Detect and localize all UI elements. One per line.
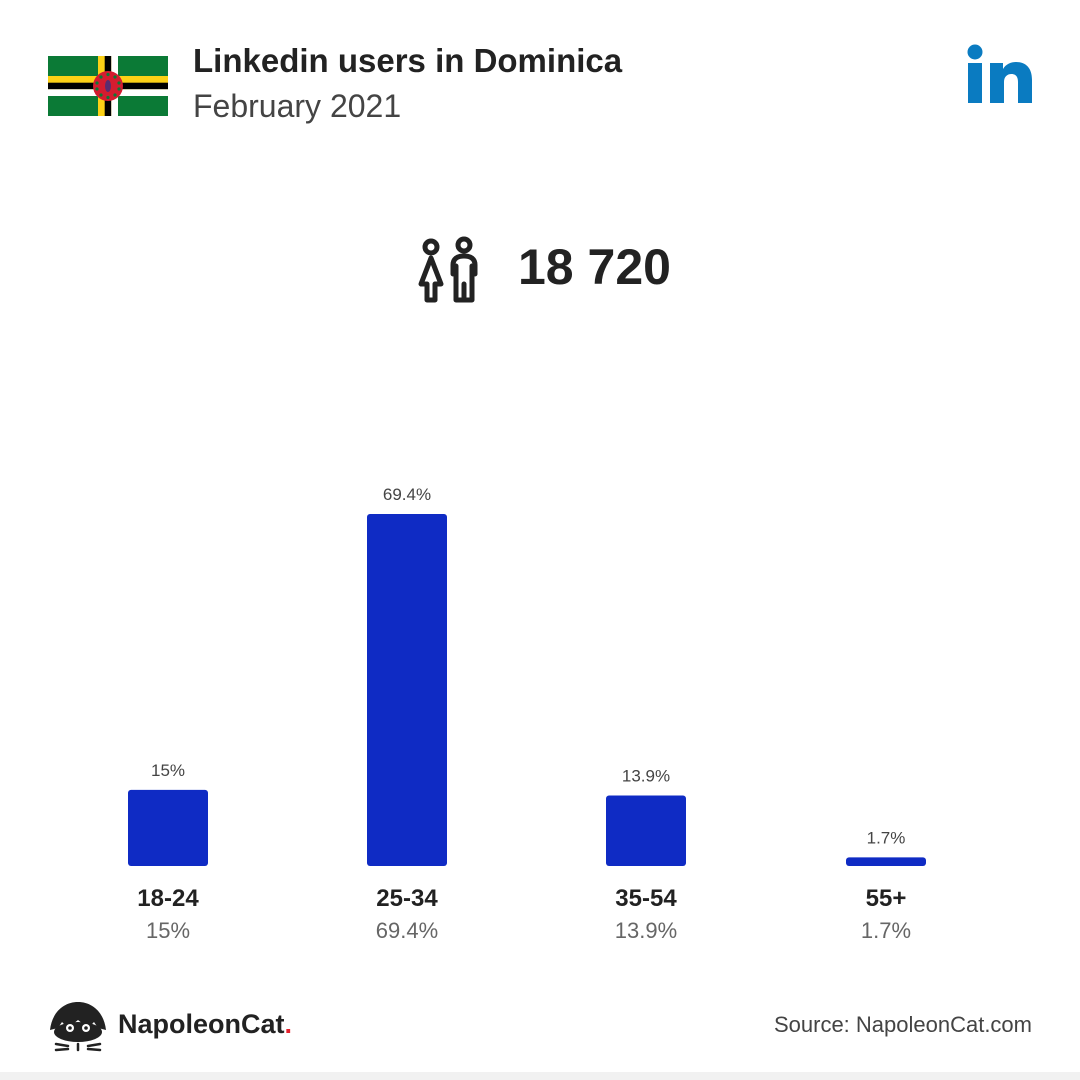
category-label: 18-24	[137, 885, 199, 912]
source-text: Source: NapoleonCat.com	[773, 1012, 1032, 1037]
napoleoncat-logo-icon	[50, 1002, 106, 1052]
dominica-flag-icon	[48, 56, 168, 116]
category-label: 25-34	[376, 885, 438, 912]
bar-value-label: 1.7%	[867, 828, 906, 847]
brand-name: NapoleonCat.	[118, 1009, 292, 1040]
total-users-value: 18 720	[518, 239, 671, 295]
page-subtitle: February 2021	[193, 88, 402, 124]
category-percent-label: 69.4%	[376, 918, 438, 943]
bar-55+	[846, 857, 926, 866]
linkedin-logo-icon	[967, 44, 1032, 103]
users-icon	[418, 236, 478, 303]
category-percent-label: 1.7%	[861, 918, 911, 943]
category-percent-label: 15%	[146, 918, 190, 943]
bar-18-24	[128, 789, 208, 866]
brand-dot: .	[284, 1009, 293, 1039]
page-title: Linkedin users in Dominica	[193, 42, 623, 79]
brand-name-text: NapoleonCat	[118, 1009, 285, 1039]
bar-value-label: 69.4%	[383, 485, 431, 504]
category-label: 55+	[866, 885, 907, 912]
bar-value-label: 15%	[151, 761, 185, 780]
bar-35-54	[606, 795, 686, 866]
category-percent-label: 13.9%	[615, 918, 677, 943]
bar-value-label: 13.9%	[622, 766, 670, 785]
bottom-strip	[0, 1072, 1080, 1080]
category-label: 35-54	[615, 885, 677, 912]
bar-25-34	[367, 514, 447, 866]
